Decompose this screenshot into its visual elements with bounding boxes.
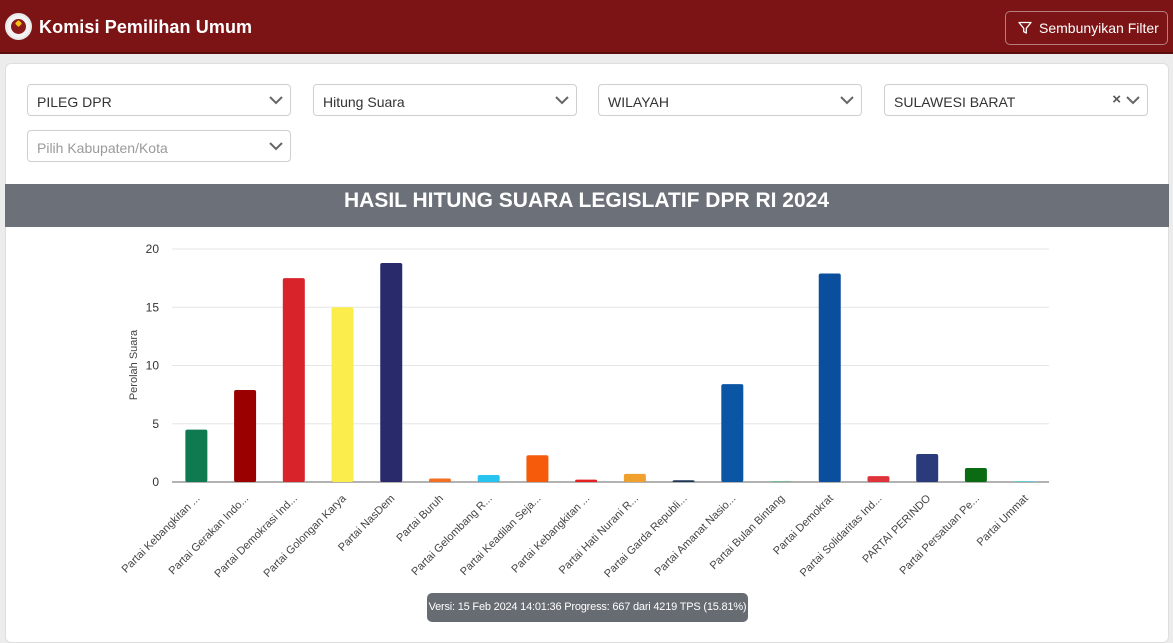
y-tick-label: 5 bbox=[152, 417, 159, 431]
bar bbox=[1013, 481, 1036, 482]
bar bbox=[623, 473, 646, 482]
chevron-down-icon bbox=[269, 96, 283, 105]
kpu-logo-icon bbox=[5, 13, 32, 40]
x-tick-label: Partai Demokrasi Ind... bbox=[212, 493, 300, 581]
bar bbox=[282, 278, 305, 482]
app-title: Komisi Pemilihan Umum bbox=[39, 17, 253, 37]
x-tick-label: Partai Solidaritas Ind... bbox=[798, 493, 885, 580]
regency-select[interactable]: Pilih Kabupaten/Kota bbox=[27, 130, 291, 162]
mode-value: Hitung Suara bbox=[323, 94, 405, 110]
x-tick-label: Partai Garda Republi... bbox=[602, 493, 690, 581]
bar bbox=[721, 384, 744, 482]
chevron-down-icon bbox=[555, 96, 569, 105]
x-tick-label: Partai Amanat Nasio... bbox=[653, 493, 739, 579]
x-tick-label: Partai Persatuan Pe... bbox=[897, 493, 982, 578]
hide-filter-button[interactable]: Sembunyikan Filter bbox=[1005, 11, 1168, 45]
y-tick-label: 0 bbox=[152, 475, 159, 489]
province-select[interactable]: SULAWESI BARAT × bbox=[884, 84, 1148, 116]
funnel-icon bbox=[1018, 21, 1032, 34]
x-tick-label: Partai Keadilan Seja... bbox=[458, 493, 543, 578]
x-tick-label: Partai Hati Nurani R... bbox=[557, 493, 641, 577]
bar bbox=[380, 262, 403, 482]
election-select[interactable]: PILEG DPR bbox=[27, 84, 291, 116]
bar bbox=[964, 468, 987, 482]
x-tick-label: Partai Golongan Karya bbox=[261, 492, 349, 580]
bar bbox=[770, 481, 793, 482]
province-value: SULAWESI BARAT bbox=[894, 94, 1016, 110]
y-axis-label: Perolah Suara bbox=[128, 329, 140, 400]
bar bbox=[916, 454, 939, 482]
bar-chart: 0 5 10 15 20 Perolah Suara Partai Kebangkitan … bbox=[120, 242, 1049, 581]
bar bbox=[672, 480, 695, 482]
bar bbox=[526, 455, 549, 482]
x-tick-label: Partai Gerakan Indo... bbox=[167, 493, 252, 578]
chevron-down-icon bbox=[269, 142, 283, 151]
hide-filter-label: Sembunyikan Filter bbox=[1039, 20, 1159, 36]
mode-select[interactable]: Hitung Suara bbox=[313, 84, 577, 116]
level-select[interactable]: WILAYAH bbox=[598, 84, 862, 116]
x-tick-label: Partai Kebangkitan ... bbox=[120, 493, 203, 576]
bar bbox=[234, 389, 257, 482]
bar bbox=[428, 478, 451, 482]
x-tick-label: Partai Gelombang R... bbox=[409, 493, 494, 578]
chart-title: HASIL HITUNG SUARA LEGISLATIF DPR RI 202… bbox=[344, 189, 829, 212]
y-tick-label: 10 bbox=[146, 359, 160, 373]
top-bar: Komisi Pemilihan Umum Sembunyikan Filter bbox=[0, 0, 1173, 54]
progress-tooltip: Versi: 15 Feb 2024 14:01:36 Progress: 66… bbox=[427, 593, 748, 622]
y-tick-label: 20 bbox=[146, 242, 160, 256]
bar bbox=[477, 475, 500, 482]
election-value: PILEG DPR bbox=[37, 94, 112, 110]
x-tick-label: Partai Ummat bbox=[975, 493, 1031, 549]
bar bbox=[818, 273, 841, 482]
y-tick-label: 15 bbox=[146, 300, 160, 314]
bar bbox=[867, 476, 890, 482]
x-tick-label: Partai Buruh bbox=[394, 493, 446, 545]
bar bbox=[331, 307, 354, 482]
regency-placeholder: Pilih Kabupaten/Kota bbox=[37, 140, 168, 156]
clear-icon[interactable]: × bbox=[1112, 91, 1121, 108]
bar bbox=[575, 479, 598, 482]
chart-header bbox=[5, 184, 1169, 227]
chevron-down-icon bbox=[1126, 96, 1140, 105]
bar bbox=[185, 429, 208, 482]
chevron-down-icon bbox=[840, 96, 854, 105]
level-value: WILAYAH bbox=[608, 94, 669, 110]
